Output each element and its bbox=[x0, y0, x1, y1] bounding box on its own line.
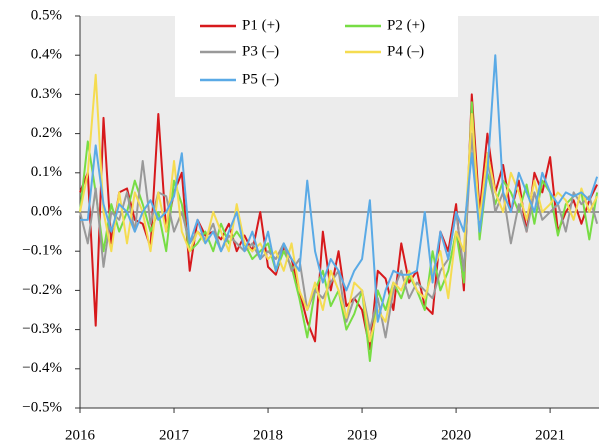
legend-label: P3 (–) bbox=[242, 43, 279, 59]
y-tick-label: −0.5% bbox=[22, 399, 62, 415]
legend: P1 (+) P2 (+) P3 (–) P4 (–) P5 (–) bbox=[175, 15, 458, 97]
y-tick-label: 0.1% bbox=[31, 164, 62, 180]
legend-label: P4 (–) bbox=[387, 43, 424, 59]
x-tick-label: 2018 bbox=[253, 427, 283, 443]
y-tick-label: 0.0% bbox=[31, 203, 62, 219]
x-tick-label: 2019 bbox=[347, 427, 377, 443]
x-tick-label: 2020 bbox=[441, 427, 471, 443]
legend-label: P5 (–) bbox=[242, 71, 279, 87]
y-tick-label: −0.4% bbox=[22, 360, 62, 376]
x-tick-label: 2016 bbox=[65, 427, 96, 443]
y-tick-label: 0.3% bbox=[31, 86, 62, 102]
x-tick-label: 2017 bbox=[159, 427, 190, 443]
y-tick-label: −0.2% bbox=[22, 282, 62, 298]
y-tick-label: −0.1% bbox=[22, 243, 62, 259]
y-tick-label: 0.5% bbox=[31, 7, 62, 23]
y-tick-label: 0.4% bbox=[31, 47, 62, 63]
legend-label: P1 (+) bbox=[242, 17, 280, 33]
legend-box bbox=[175, 15, 458, 97]
x-tick-label: 2021 bbox=[535, 427, 565, 443]
y-tick-label: 0.2% bbox=[31, 125, 62, 141]
series-line bbox=[80, 54, 599, 323]
legend-label: P2 (+) bbox=[387, 17, 425, 33]
y-tick-label: −0.3% bbox=[22, 321, 62, 337]
series-line bbox=[79, 73, 599, 343]
